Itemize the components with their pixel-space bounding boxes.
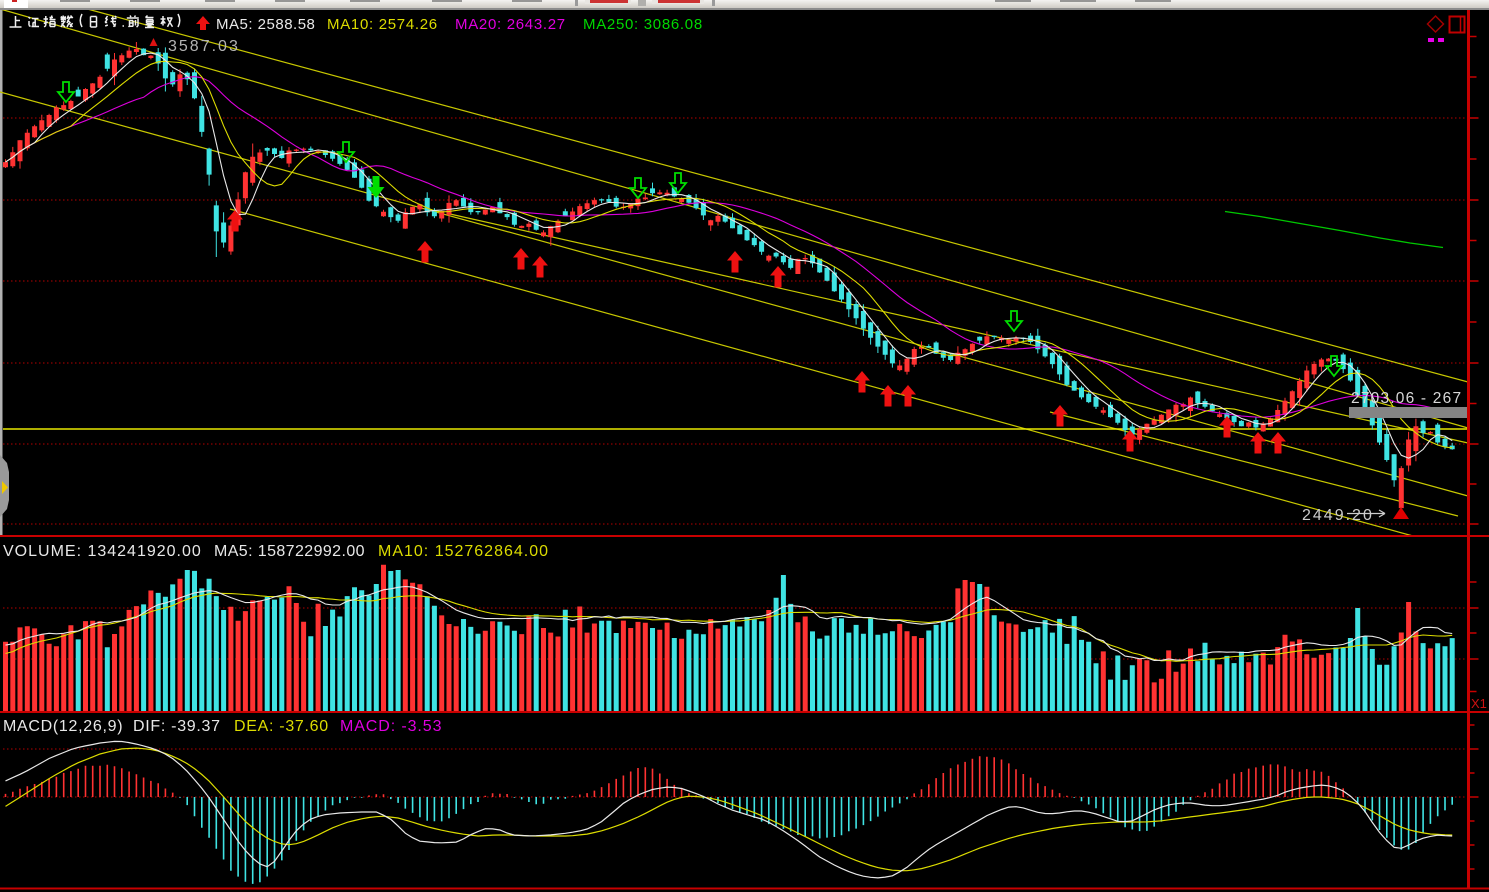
svg-text:2703.06 - 267: 2703.06 - 267 bbox=[1351, 390, 1462, 407]
svg-text:DEA: -37.60: DEA: -37.60 bbox=[234, 718, 329, 735]
svg-text:MA10: 152762864.00: MA10: 152762864.00 bbox=[378, 543, 549, 560]
svg-text:MA10: 2574.26: MA10: 2574.26 bbox=[327, 16, 438, 33]
svg-text:MA5: 2588.58: MA5: 2588.58 bbox=[216, 16, 315, 33]
svg-text:MACD: -3.53: MACD: -3.53 bbox=[340, 718, 442, 735]
svg-text:X1: X1 bbox=[1471, 696, 1487, 711]
svg-text:MA20: 2643.27: MA20: 2643.27 bbox=[455, 16, 566, 33]
svg-text:DIF: -39.37: DIF: -39.37 bbox=[133, 718, 221, 735]
svg-text:2449.20: 2449.20 bbox=[1302, 507, 1374, 524]
svg-text:MA5: 158722992.00: MA5: 158722992.00 bbox=[214, 543, 365, 560]
svg-text:MACD(12,26,9): MACD(12,26,9) bbox=[3, 718, 123, 735]
svg-text:MA250: 3086.08: MA250: 3086.08 bbox=[583, 16, 703, 33]
svg-text:VOLUME: 134241920.00: VOLUME: 134241920.00 bbox=[3, 543, 202, 560]
svg-text:3587.03: 3587.03 bbox=[168, 38, 240, 55]
